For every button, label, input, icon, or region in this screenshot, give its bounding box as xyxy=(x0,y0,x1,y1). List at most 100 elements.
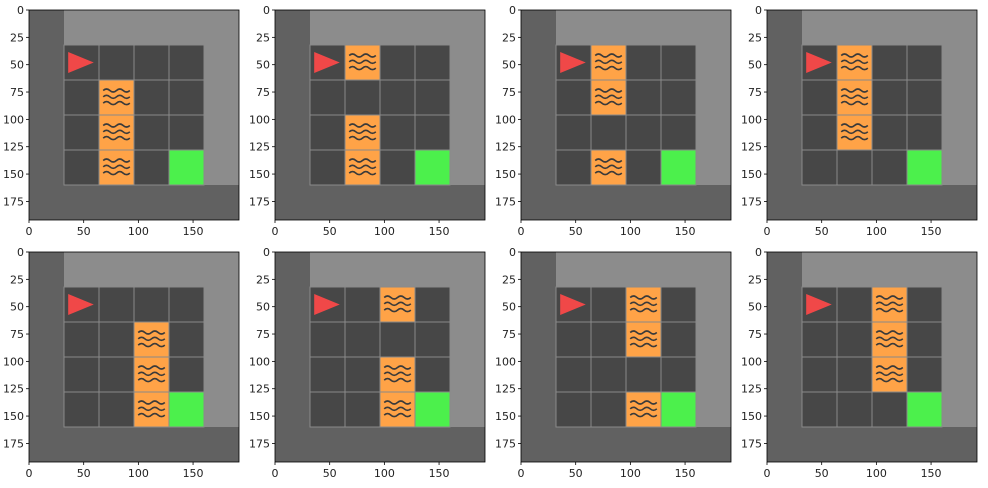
y-tick-label: 50 xyxy=(10,59,24,72)
gridworld-plot: 0 25 50 75 100 125 150 175 0 50 100 150 xyxy=(3,4,240,238)
lava-wave-icon xyxy=(137,330,166,348)
panel-2: 0 25 50 75 100 125 150 175 0 50 100 150 xyxy=(246,0,491,246)
floor-cell xyxy=(801,149,838,186)
x-tick-label: 150 xyxy=(675,225,696,238)
floor-cell xyxy=(133,44,170,81)
y-tick-label: 50 xyxy=(10,301,24,314)
y-tick-label: 150 xyxy=(741,168,762,181)
goal-tile xyxy=(414,149,451,186)
y-tick-label: 25 xyxy=(256,31,270,44)
y-tick-label: 150 xyxy=(495,410,516,423)
y-tick-label: 150 xyxy=(3,410,24,423)
goal-tile xyxy=(660,391,697,428)
y-tick-label: 175 xyxy=(495,437,516,450)
axes-frame xyxy=(766,9,978,221)
floor-cell xyxy=(590,391,627,428)
floor-cell xyxy=(871,79,908,116)
y-tick-label: 125 xyxy=(249,383,270,396)
floor-cell xyxy=(414,114,451,151)
floor-cell xyxy=(906,286,943,323)
floor-cell xyxy=(906,356,943,393)
floor-cell xyxy=(660,79,697,116)
floor-cell xyxy=(590,356,627,393)
x-tick-label: 100 xyxy=(620,467,641,480)
x-tick-label: 100 xyxy=(374,467,395,480)
panel-8: 0 25 50 75 100 125 150 175 0 50 100 150 xyxy=(738,242,983,488)
lava-wave-icon xyxy=(102,88,131,106)
red-triangle-icon xyxy=(560,294,586,315)
floor-cell xyxy=(414,321,451,358)
floor-cell xyxy=(414,44,451,81)
x-tick-label: 50 xyxy=(323,225,337,238)
x-tick-label: 0 xyxy=(272,225,279,238)
goal-tile xyxy=(906,149,943,186)
floor-cell xyxy=(590,286,627,323)
floor-cell xyxy=(379,44,416,81)
floor-cell xyxy=(133,114,170,151)
goal-tile xyxy=(414,391,451,428)
y-tick-label: 150 xyxy=(249,410,270,423)
floor-cell xyxy=(98,321,135,358)
x-tick-label: 50 xyxy=(77,225,91,238)
floor-cell xyxy=(379,79,416,116)
floor-cell xyxy=(660,356,697,393)
floor-cell xyxy=(555,79,592,116)
y-tick-label: 25 xyxy=(502,31,516,44)
y-tick-label: 25 xyxy=(502,273,516,286)
y-tick-label: 0 xyxy=(755,4,762,17)
floor-cell xyxy=(98,356,135,393)
gridworld-plot: 0 25 50 75 100 125 150 175 0 50 100 150 xyxy=(741,4,978,238)
lava-wave-icon xyxy=(102,158,131,176)
gridworld-plot: 0 25 50 75 100 125 150 175 0 50 100 150 xyxy=(495,4,732,238)
y-tick-label: 100 xyxy=(3,113,24,126)
lava-wave-icon xyxy=(383,295,412,313)
x-tick-label: 50 xyxy=(815,467,829,480)
floor-cell xyxy=(344,286,381,323)
y-tick-label: 100 xyxy=(495,113,516,126)
floor-cell xyxy=(871,114,908,151)
lava-wave-icon xyxy=(348,158,377,176)
y-tick-label: 150 xyxy=(741,410,762,423)
floor-cell xyxy=(590,321,627,358)
x-tick-label: 150 xyxy=(675,467,696,480)
floor-cell xyxy=(133,149,170,186)
floor-cell xyxy=(625,149,662,186)
floor-cell xyxy=(168,286,205,323)
x-tick-label: 150 xyxy=(429,225,450,238)
y-tick-label: 75 xyxy=(10,86,24,99)
red-triangle-icon xyxy=(314,294,340,315)
floor-cell xyxy=(555,149,592,186)
floor-cell xyxy=(379,149,416,186)
floor-cell xyxy=(344,391,381,428)
y-tick-label: 75 xyxy=(502,86,516,99)
floor-cell xyxy=(309,79,346,116)
x-tick-label: 150 xyxy=(183,467,204,480)
floor-cell xyxy=(871,391,908,428)
x-tick-label: 0 xyxy=(764,467,771,480)
y-tick-label: 75 xyxy=(748,86,762,99)
floor-cell xyxy=(555,391,592,428)
y-tick-label: 100 xyxy=(741,113,762,126)
floor-cell xyxy=(168,114,205,151)
y-tick-label: 175 xyxy=(741,437,762,450)
x-tick-label: 0 xyxy=(764,225,771,238)
y-tick-label: 125 xyxy=(495,383,516,396)
floor-cell xyxy=(168,44,205,81)
lava-wave-icon xyxy=(875,330,904,348)
floor-cell xyxy=(906,321,943,358)
y-tick-label: 0 xyxy=(263,246,270,259)
floor-cell xyxy=(660,114,697,151)
floor-cell xyxy=(906,44,943,81)
lava-wave-icon xyxy=(348,123,377,141)
floor-cell xyxy=(309,149,346,186)
axes-frame xyxy=(766,251,978,463)
floor-cell xyxy=(836,356,873,393)
y-tick-label: 100 xyxy=(495,355,516,368)
gridworld-plot: 0 25 50 75 100 125 150 175 0 50 100 150 xyxy=(249,4,486,238)
floor-cell xyxy=(309,356,346,393)
x-tick-label: 50 xyxy=(323,467,337,480)
y-tick-label: 25 xyxy=(10,31,24,44)
x-tick-label: 150 xyxy=(921,467,942,480)
panel-5: 0 25 50 75 100 125 150 175 0 50 100 150 xyxy=(0,242,245,488)
floor-cell xyxy=(379,321,416,358)
